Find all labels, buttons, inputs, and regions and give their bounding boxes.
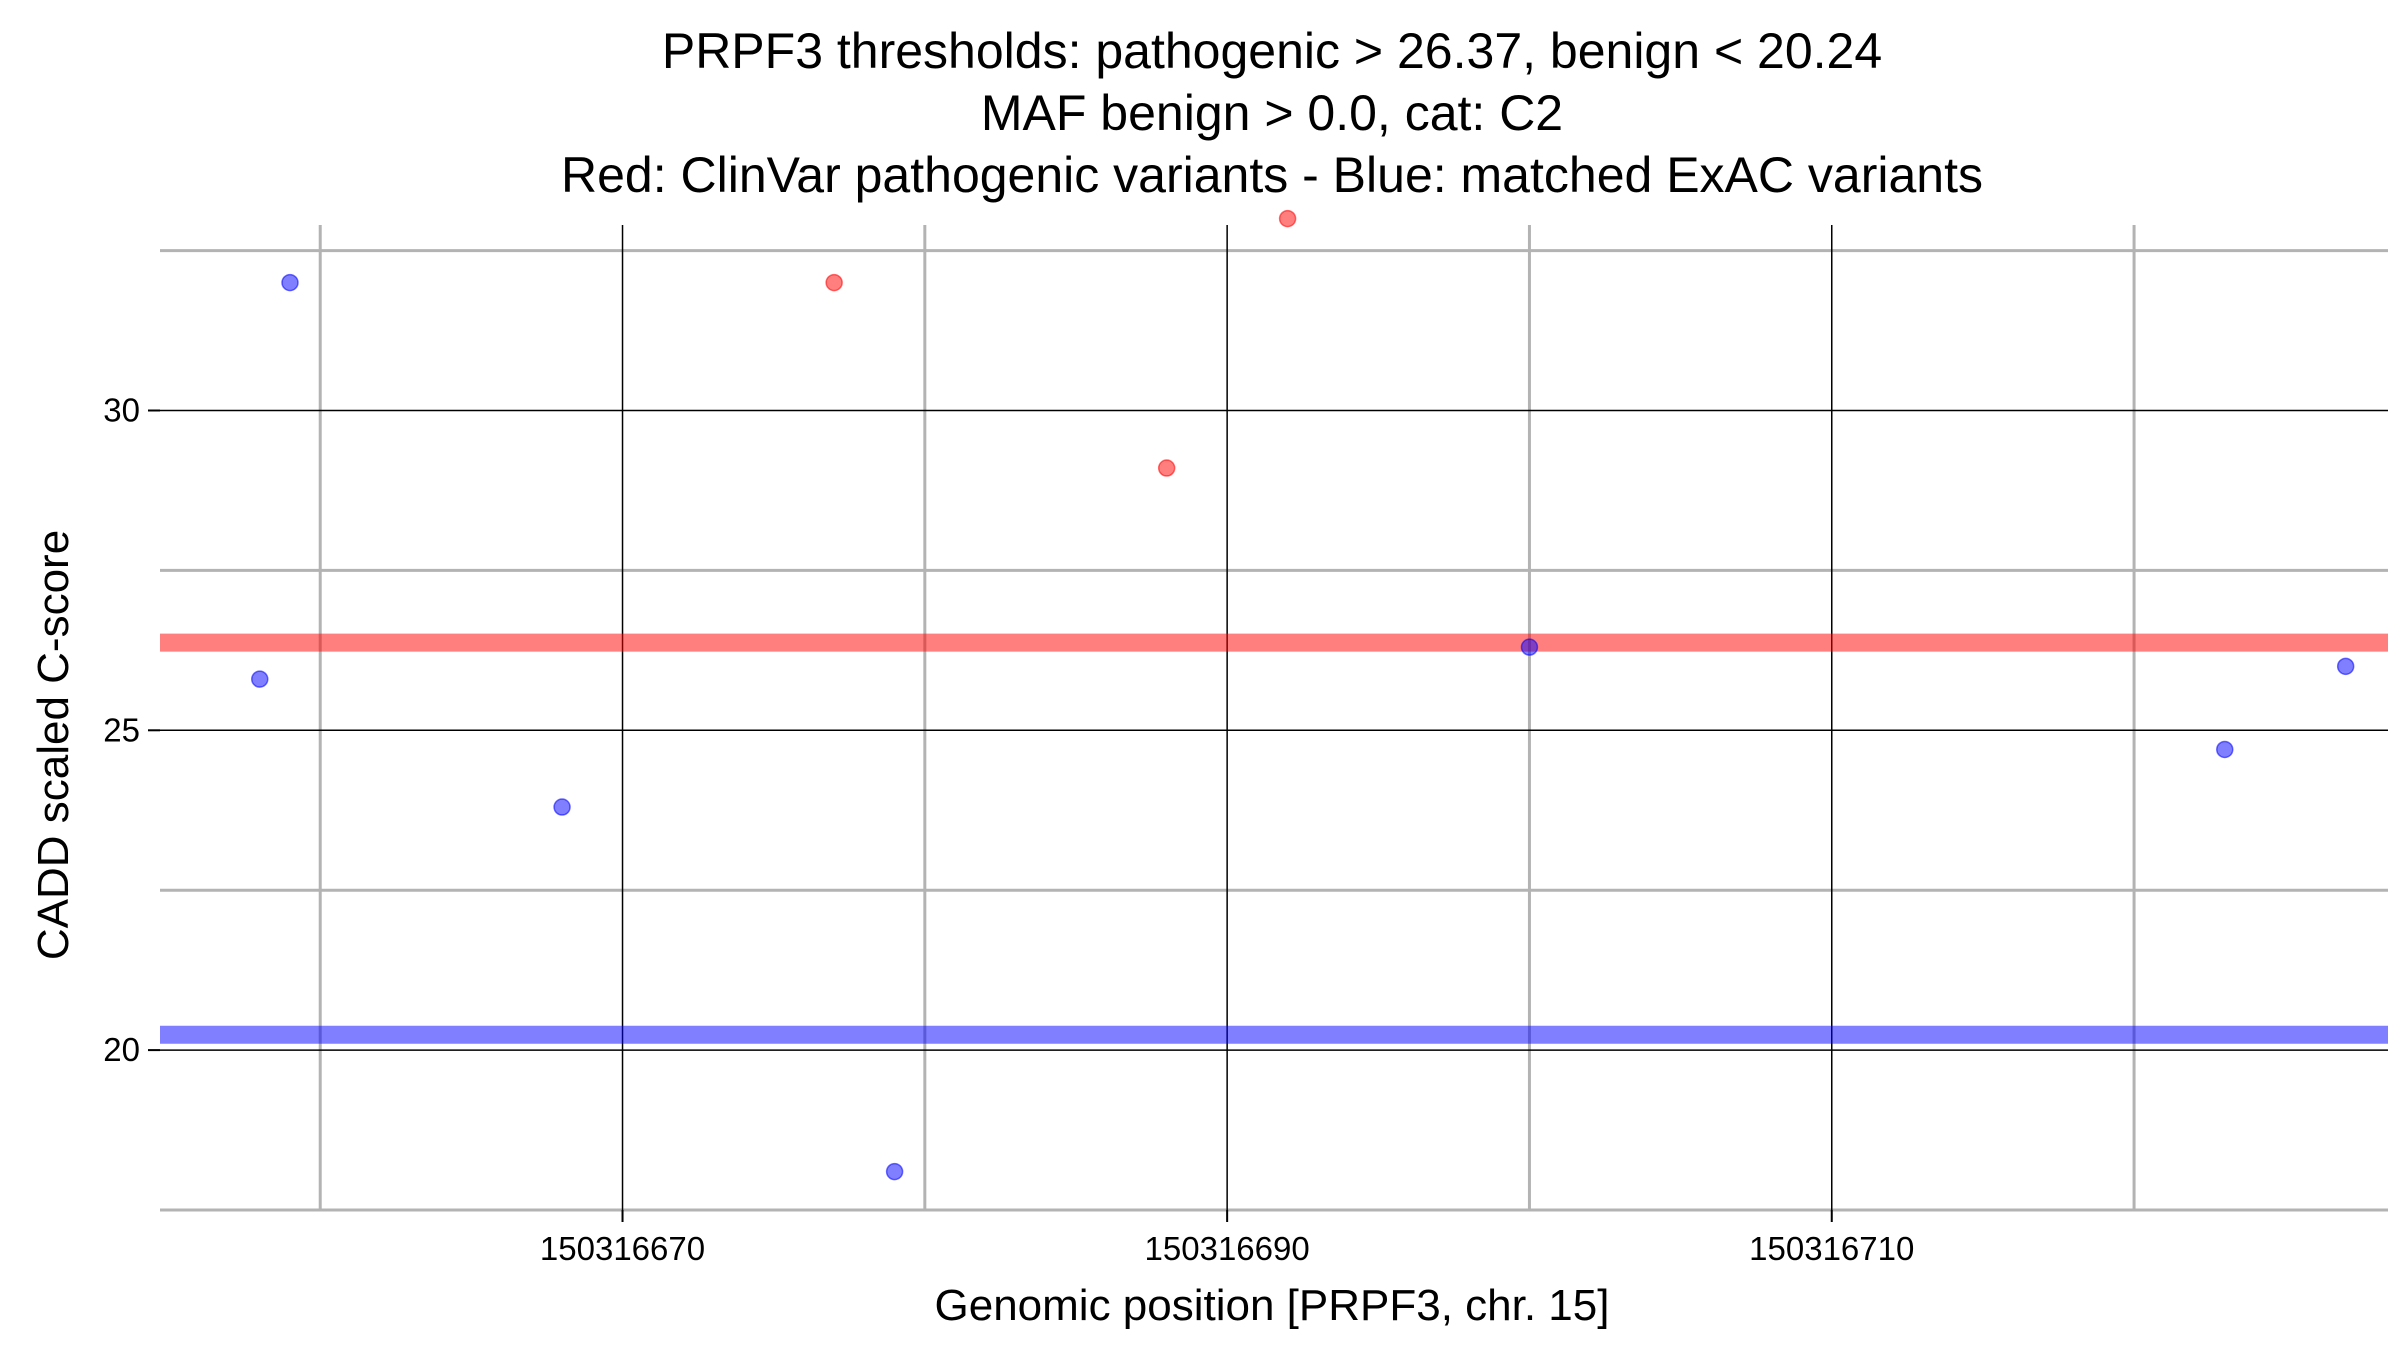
data-points: [251, 209, 2355, 1181]
threshold-lines: [160, 633, 2388, 1044]
title-line-2: MAF benign > 0.0, cat: C2: [981, 85, 1563, 141]
y-tick-label: 30: [103, 391, 140, 428]
title-line-3: Red: ClinVar pathogenic variants - Blue:…: [561, 147, 1983, 203]
pathogenic-variant-point: [1278, 209, 1297, 228]
y-tick-label: 25: [103, 711, 140, 748]
x-tick-label: 150316690: [1145, 1230, 1310, 1267]
exac-variant-point: [885, 1162, 904, 1181]
chart-title: PRPF3 thresholds: pathogenic > 26.37, be…: [561, 23, 1983, 203]
pathogenic-variant-point: [1157, 459, 1176, 477]
grid-lines: [160, 225, 2388, 1212]
x-tick-label: 150316710: [1749, 1230, 1914, 1267]
exac-variant-point: [2216, 740, 2234, 759]
x-tick-label: 150316670: [540, 1230, 705, 1267]
y-tick-label: 20: [103, 1031, 140, 1068]
exac-variant-point: [553, 798, 571, 816]
exac-variant-point: [251, 670, 269, 688]
exac-variant-point: [281, 273, 299, 292]
exac-variant-point: [2336, 657, 2355, 676]
title-line-1: PRPF3 thresholds: pathogenic > 26.37, be…: [662, 23, 1882, 79]
axes: 20 25 30 150316670 150316690 150316710: [103, 391, 1914, 1267]
x-axis-title: Genomic position [PRPF3, chr. 15]: [935, 1281, 1610, 1330]
pathogenic-variant-point: [825, 273, 843, 292]
y-axis-title: CADD scaled C-score: [29, 530, 78, 960]
exac-variant-point: [1520, 638, 1539, 656]
